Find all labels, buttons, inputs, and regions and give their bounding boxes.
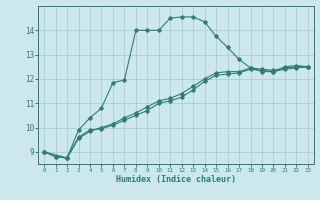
X-axis label: Humidex (Indice chaleur): Humidex (Indice chaleur) [116, 175, 236, 184]
